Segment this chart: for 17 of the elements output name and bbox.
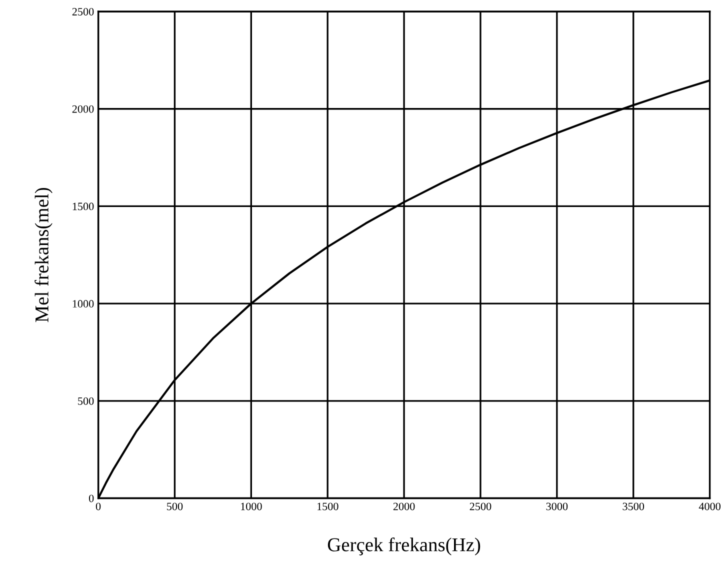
x-tick-label: 3000 [546, 502, 568, 510]
x-tick-label: 1500 [317, 502, 338, 510]
y-tick-label: 2000 [72, 105, 94, 113]
x-tick-label: 0 [96, 502, 101, 510]
x-tick-label: 4000 [698, 502, 720, 510]
y-tick-label: 1000 [72, 300, 94, 308]
y-tick-label: 1500 [72, 202, 94, 210]
x-tick-label: 3500 [622, 502, 644, 510]
y-tick-label: 2500 [72, 8, 94, 16]
x-tick-label: 500 [167, 502, 183, 510]
y-tick-label: 0 [88, 494, 94, 502]
y-axis-title: Mel frekans(mel) [34, 188, 52, 322]
x-tick-label: 2000 [393, 502, 415, 510]
x-tick-label: 1000 [241, 502, 262, 510]
x-axis-title: Gerçek frekans(Hz) [328, 537, 480, 556]
y-tick-label: 500 [78, 397, 94, 405]
x-tick-label: 2500 [470, 502, 492, 510]
